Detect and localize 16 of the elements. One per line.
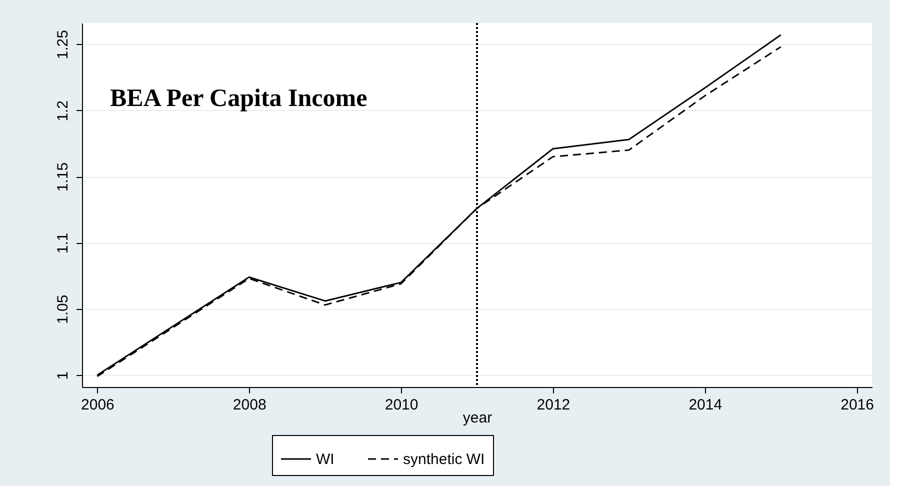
x-tick-label: 2016 — [840, 396, 874, 414]
y-tick-label: 1.1 — [54, 232, 72, 254]
legend-label: WI — [316, 451, 334, 468]
y-tick-label: 1.15 — [54, 162, 72, 192]
y-tick-label: 1.25 — [54, 30, 72, 60]
x-tick-label: 2010 — [384, 396, 418, 414]
x-tick-label: 2014 — [688, 396, 722, 414]
x-axis-title: year — [462, 410, 492, 426]
y-tick-label: 1.05 — [54, 294, 72, 324]
text: BEA Per Capita Income — [110, 85, 368, 112]
x-tick-label: 2012 — [536, 396, 570, 414]
y-tick-label: 1 — [54, 371, 72, 380]
y-tick-label: 1.2 — [54, 100, 72, 122]
x-tick-label: 2006 — [81, 396, 114, 414]
legend-label: synthetic WI — [403, 451, 485, 468]
x-tick-label: 2008 — [232, 396, 266, 414]
